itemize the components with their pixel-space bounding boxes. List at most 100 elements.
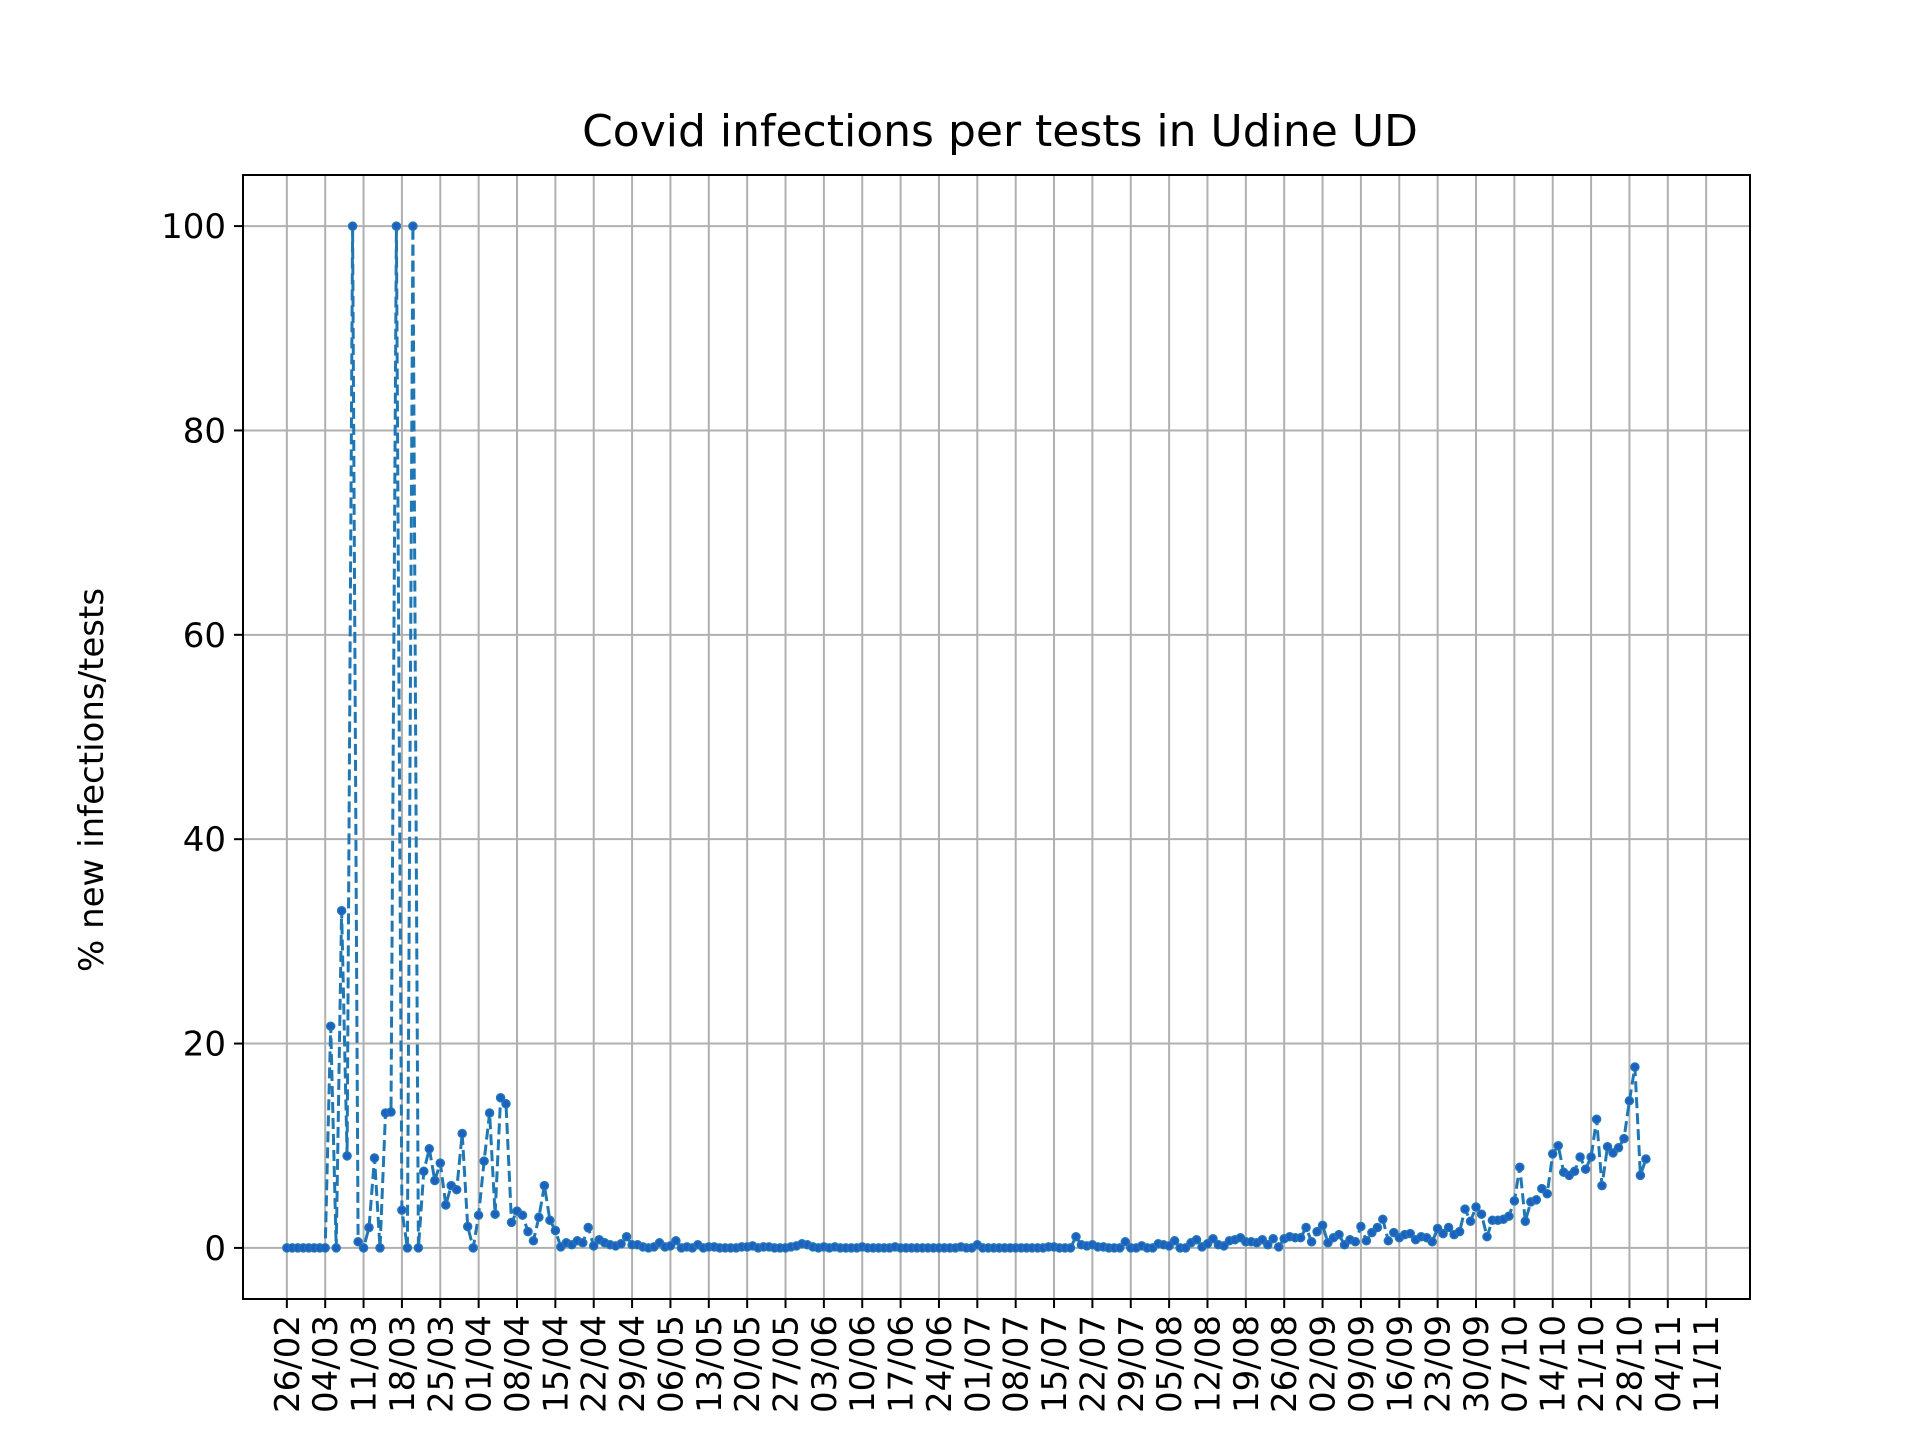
data-point	[1580, 1164, 1591, 1174]
x-tick-label: 29/04	[613, 1315, 653, 1413]
data-point	[358, 1243, 369, 1253]
data-point	[413, 1243, 424, 1253]
data-point	[375, 1243, 385, 1253]
data-series	[282, 221, 1651, 1253]
data-point	[1317, 1220, 1328, 1231]
data-point	[1208, 1233, 1218, 1244]
data-point	[621, 1231, 632, 1242]
data-point	[1273, 1242, 1284, 1252]
y-axis-label: % new infections/tests	[72, 588, 112, 972]
x-tick-label: 01/04	[460, 1315, 500, 1413]
x-tick-label: 10/06	[843, 1315, 883, 1413]
data-point	[1427, 1237, 1437, 1247]
data-point	[1115, 1243, 1125, 1253]
data-point	[490, 1209, 500, 1219]
x-tick-label: 04/03	[306, 1315, 346, 1413]
data-point	[369, 1153, 380, 1163]
data-point	[1383, 1236, 1394, 1246]
data-point	[1350, 1237, 1361, 1247]
data-point	[1295, 1232, 1306, 1243]
data-point	[419, 1166, 429, 1177]
x-tick-label: 08/04	[498, 1315, 538, 1413]
data-point	[545, 1215, 555, 1226]
data-point	[1443, 1222, 1454, 1233]
data-point	[1306, 1237, 1317, 1247]
data-point	[347, 221, 358, 231]
data-point	[435, 1158, 446, 1168]
x-tick-label: 16/09	[1380, 1315, 1420, 1413]
x-tick-label: 04/11	[1649, 1315, 1689, 1413]
plot-frame	[242, 174, 1751, 1300]
x-tick-label: 19/08	[1227, 1315, 1267, 1413]
data-point	[1120, 1237, 1131, 1247]
data-point	[534, 1212, 544, 1223]
data-point	[1635, 1170, 1646, 1181]
x-tick-label: 29/07	[1112, 1315, 1152, 1413]
x-tick-label: 15/07	[1035, 1315, 1075, 1413]
x-tick-label: 26/02	[268, 1315, 308, 1413]
series-line	[286, 224, 1648, 1250]
data-point	[353, 1237, 363, 1247]
x-tick-label: 20/05	[728, 1315, 768, 1413]
data-point	[1476, 1209, 1487, 1219]
x-tick-label: 13/05	[690, 1315, 730, 1413]
data-point	[583, 1222, 593, 1233]
data-point	[325, 1021, 336, 1031]
x-tick-label: 24/06	[920, 1315, 960, 1413]
data-point	[517, 1210, 528, 1220]
data-point	[441, 1200, 451, 1210]
x-axis-ticks: 26/0204/0311/0318/0325/0301/0408/0415/04…	[268, 1299, 1727, 1413]
data-point	[588, 1241, 599, 1251]
y-tick-label: 80	[183, 411, 226, 451]
data-point	[336, 905, 347, 916]
data-point	[671, 1236, 681, 1246]
x-tick-label: 22/04	[575, 1315, 615, 1413]
x-tick-label: 26/08	[1265, 1315, 1305, 1413]
data-point	[1263, 1240, 1273, 1250]
x-tick-label: 01/07	[958, 1315, 998, 1413]
data-point	[1438, 1228, 1448, 1239]
y-tick-label: 0	[204, 1229, 226, 1269]
x-tick-label: 15/04	[536, 1315, 576, 1413]
data-point	[1630, 1062, 1640, 1072]
chart-title: Covid infections per tests in Udine UD	[582, 106, 1418, 157]
data-point	[484, 1108, 495, 1118]
data-point	[386, 1107, 396, 1117]
data-point	[430, 1175, 440, 1186]
data-point	[342, 1151, 352, 1161]
data-point	[1378, 1214, 1388, 1225]
grid-lines	[243, 175, 1750, 1299]
data-point	[473, 1210, 484, 1220]
data-point	[1575, 1152, 1585, 1162]
data-point	[1482, 1231, 1492, 1242]
data-point	[1613, 1143, 1624, 1153]
x-tick-label: 07/10	[1495, 1315, 1535, 1413]
data-point	[1509, 1196, 1520, 1206]
data-point	[1356, 1221, 1366, 1232]
x-tick-label: 05/08	[1150, 1315, 1190, 1413]
data-point	[501, 1099, 511, 1109]
data-point	[1312, 1226, 1322, 1237]
data-point	[1071, 1231, 1081, 1242]
y-tick-label: 60	[183, 616, 226, 656]
data-point	[364, 1222, 374, 1233]
data-point	[331, 1243, 341, 1253]
y-tick-label: 100	[161, 207, 226, 247]
x-tick-label: 11/11	[1687, 1315, 1727, 1413]
data-point	[1460, 1204, 1470, 1214]
data-point	[506, 1217, 517, 1228]
x-tick-label: 14/10	[1534, 1315, 1574, 1413]
data-point	[1520, 1216, 1531, 1227]
data-point	[1624, 1096, 1635, 1106]
data-point	[402, 1243, 413, 1253]
data-point	[1471, 1202, 1481, 1212]
y-axis-ticks: 0 20 40 60 80 100	[161, 207, 243, 1269]
data-point	[1301, 1222, 1311, 1233]
data-point	[408, 221, 418, 231]
data-point	[1569, 1166, 1580, 1177]
data-point	[495, 1092, 506, 1103]
data-point	[1531, 1195, 1542, 1205]
x-tick-label: 27/05	[767, 1315, 807, 1413]
data-point	[1372, 1222, 1383, 1233]
